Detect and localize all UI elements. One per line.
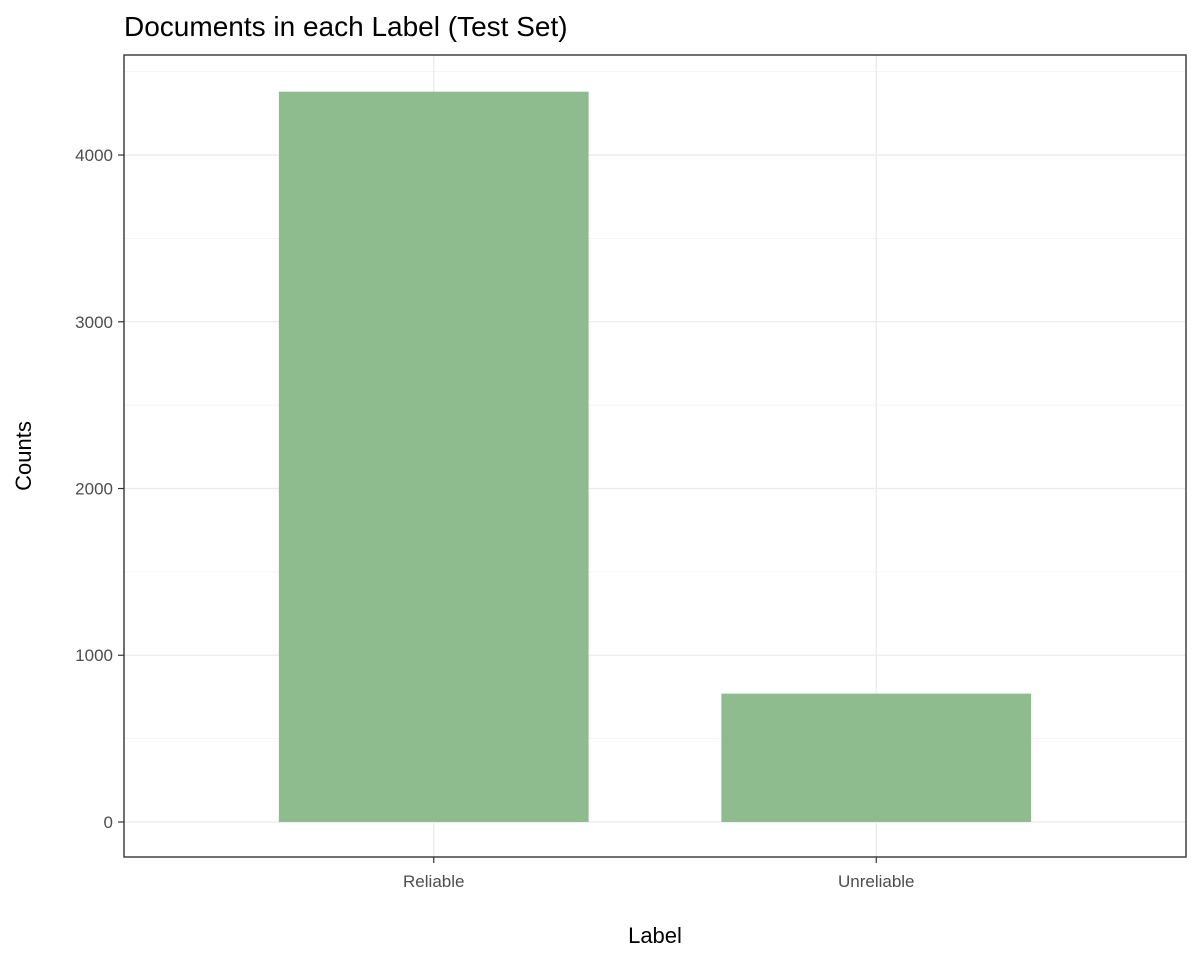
bars xyxy=(278,91,1032,822)
y-tick-label: 0 xyxy=(104,813,113,832)
x-axis: Reliable Unreliable xyxy=(403,857,915,891)
x-tick-label: Unreliable xyxy=(838,872,915,891)
y-tick-label: 4000 xyxy=(75,146,113,165)
bar-reliable xyxy=(278,91,589,822)
chart-title: Documents in each Label (Test Set) xyxy=(124,11,568,42)
y-tick-label: 3000 xyxy=(75,313,113,332)
y-tick-label: 1000 xyxy=(75,646,113,665)
x-axis-title: Label xyxy=(628,923,682,948)
y-axis-title: Counts xyxy=(11,421,36,491)
y-tick-label: 2000 xyxy=(75,480,113,499)
plot-panel-border xyxy=(123,54,1187,858)
y-axis: 0 1000 2000 3000 4000 xyxy=(75,146,124,832)
bar-unreliable xyxy=(721,693,1032,822)
x-tick-label: Reliable xyxy=(403,872,464,891)
